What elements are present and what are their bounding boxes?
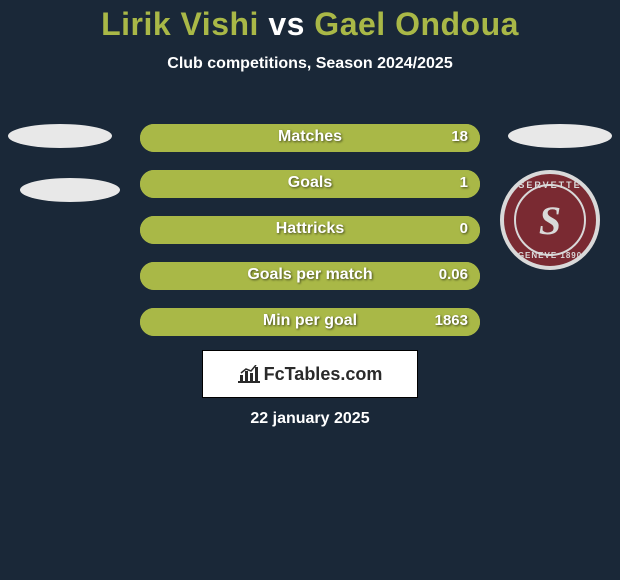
stat-value-right: 1863	[435, 312, 468, 329]
date-label: 22 january 2025	[0, 410, 620, 428]
badge-bottom-text: GENEVE 1890	[504, 251, 596, 260]
stat-value-right: 0.06	[439, 266, 468, 283]
stat-row: Min per goal 1863	[140, 308, 480, 336]
player1-photo-placeholder-2	[20, 178, 120, 202]
player1-name: Lirik Vishi	[101, 6, 259, 42]
stat-value-right: 1	[460, 174, 468, 191]
stat-row: Goals 1	[140, 170, 480, 198]
player2-name: Gael Ondoua	[314, 6, 519, 42]
stat-label: Goals	[140, 174, 480, 192]
logo-text: FcTables.com	[264, 364, 383, 385]
stat-label: Goals per match	[140, 266, 480, 284]
player1-photo-placeholder-1	[8, 124, 112, 148]
stat-row: Matches 18	[140, 124, 480, 152]
stat-row: Hattricks 0	[140, 216, 480, 244]
bar-chart-icon	[238, 365, 260, 383]
stat-value-right: 0	[460, 220, 468, 237]
club-badge: SERVETTE S GENEVE 1890	[500, 170, 600, 270]
stat-value-right: 18	[451, 128, 468, 145]
badge-letter: S	[514, 184, 586, 256]
title-vs: vs	[268, 6, 305, 42]
player2-photo-placeholder	[508, 124, 612, 148]
fctables-logo: FcTables.com	[202, 350, 418, 398]
comparison-title: Lirik Vishi vs Gael Ondoua	[0, 0, 620, 43]
stats-rows: Matches 18 Goals 1 Hattricks 0 Goals per…	[140, 124, 480, 354]
subtitle: Club competitions, Season 2024/2025	[0, 55, 620, 73]
stat-label: Matches	[140, 128, 480, 146]
stat-row: Goals per match 0.06	[140, 262, 480, 290]
stat-label: Hattricks	[140, 220, 480, 238]
stat-label: Min per goal	[140, 312, 480, 330]
